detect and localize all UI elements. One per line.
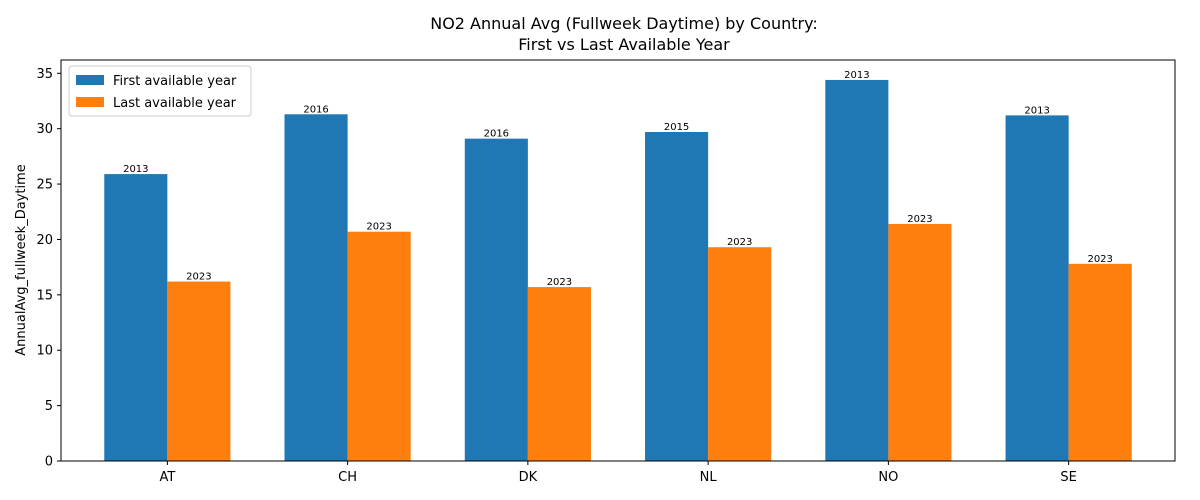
y-tick-label: 0	[45, 455, 53, 470]
bar-last-ch	[347, 231, 411, 461]
chart-title-line2: First vs Last Available Year	[518, 35, 730, 54]
bar-year-label: 2013	[1024, 105, 1049, 116]
x-tick-label-dk: DK	[519, 470, 538, 485]
bar-first-nl	[645, 132, 709, 461]
y-tick-label: 15	[36, 288, 53, 303]
legend-swatch-last	[76, 97, 104, 107]
y-tick-label: 25	[36, 178, 53, 193]
y-axis-label: AnnualAvg_fullweek_Daytime	[14, 164, 29, 356]
x-tick-label-se: SE	[1060, 470, 1076, 485]
chart-title-line1: NO2 Annual Avg (Fullweek Daytime) by Cou…	[430, 14, 818, 33]
bar-year-label: 2016	[484, 129, 509, 140]
bar-year-label: 2013	[844, 70, 869, 81]
bar-last-at	[167, 281, 231, 461]
y-tick-label: 35	[36, 67, 53, 82]
legend-label-first: First available year	[113, 74, 237, 89]
y-tick-label: 10	[36, 344, 53, 359]
bar-last-dk	[527, 287, 591, 461]
bar-year-label: 2023	[547, 277, 572, 288]
legend-swatch-first	[76, 75, 104, 85]
bar-year-label: 2015	[664, 122, 689, 133]
bar-first-ch	[284, 114, 348, 461]
x-tick-label-at: AT	[159, 470, 175, 485]
bar-year-label: 2023	[366, 222, 391, 233]
legend: First available year Last available year	[68, 65, 252, 117]
bar-last-nl	[708, 247, 772, 461]
bar-last-no	[888, 223, 952, 461]
y-tick-label: 5	[45, 399, 53, 414]
bar-year-label: 2023	[186, 272, 211, 283]
legend-label-last: Last available year	[113, 96, 237, 111]
x-tick-label-nl: NL	[700, 470, 718, 485]
bar-year-label: 2023	[727, 237, 752, 248]
bar-year-label: 2016	[303, 104, 328, 115]
axes-frame	[60, 59, 1176, 462]
bar-year-label: 2013	[123, 164, 148, 175]
y-tick-label: 30	[36, 122, 53, 137]
bar-first-se	[1005, 115, 1069, 461]
bar-last-se	[1068, 263, 1132, 461]
legend-box	[68, 65, 252, 117]
plot-area: 2013201620162015201320132023202320232023…	[36, 59, 1176, 485]
y-tick-label: 20	[36, 233, 53, 248]
x-tick-label-ch: CH	[338, 470, 357, 485]
bar-year-label: 2023	[907, 214, 932, 225]
bar-year-label: 2023	[1087, 254, 1112, 265]
x-tick-label-no: NO	[878, 470, 898, 485]
bar-first-at	[104, 174, 168, 461]
bar-first-no	[825, 79, 889, 461]
bar-first-dk	[464, 138, 528, 461]
